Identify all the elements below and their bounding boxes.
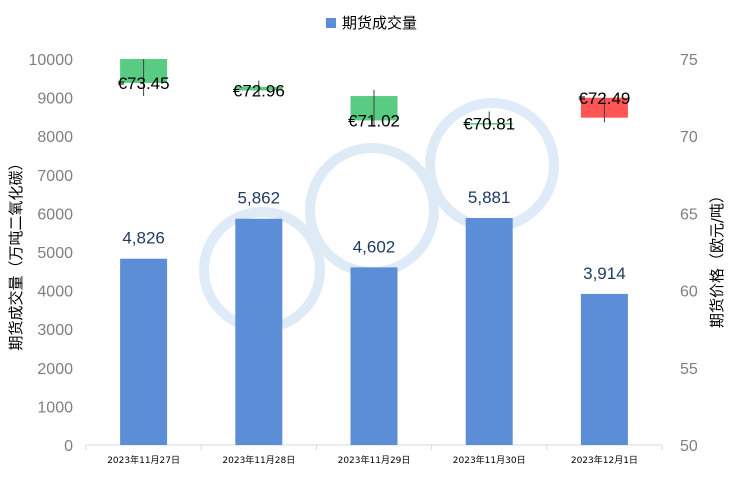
y-right-tick-label: 75 (680, 52, 698, 69)
y-left-tick-label: 2000 (37, 361, 73, 378)
volume-bar (465, 217, 513, 445)
y-left-tick-label: 0 (64, 438, 73, 455)
y-right-axis-title: 期货价格（欧元/吨） (708, 188, 726, 328)
x-category-label: 2023年11月29日 (338, 454, 411, 466)
y-left-tick-label: 3000 (37, 322, 73, 339)
x-category-label: 2023年11月30日 (453, 454, 526, 466)
volume-bar (580, 293, 628, 445)
y-left-tick-label: 6000 (37, 206, 73, 223)
legend-label: 期货成交量 (342, 14, 417, 32)
y-left-axis-title: 期货成交量（万吨二氧化碳） (7, 155, 25, 350)
y-left-tick-label: 7000 (37, 168, 73, 185)
axes: 0 1000 2000 3000 4000 5000 6000 7000 8000 9000 100… (29, 52, 698, 466)
x-category-label: 2023年11月28日 (222, 454, 295, 466)
y-left-tick-label: 10000 (29, 52, 74, 69)
volume-bar (120, 258, 168, 445)
y-left-tick-label: 1000 (37, 399, 73, 416)
price-data-label: €73.45 (118, 74, 170, 93)
y-right-tick-label: 70 (680, 129, 698, 146)
volume-data-label: 4,826 (122, 229, 165, 248)
y-right-tick-label: 65 (680, 206, 698, 223)
volume-data-label: 3,914 (583, 264, 626, 283)
price-data-label: €71.02 (348, 111, 400, 130)
x-category-label: 2023年12月1日 (571, 454, 638, 466)
volume-data-label: 5,881 (468, 188, 511, 207)
data-labels: 4,826 5,862 4,602 5,881 3,914 €73.45 €72.96 €71… (118, 74, 631, 283)
price-data-label: €72.96 (233, 81, 285, 100)
y-left-tick-label: 9000 (37, 91, 73, 108)
bar-series (120, 217, 628, 445)
legend: 期货成交量 (326, 14, 417, 32)
volume-bar (350, 267, 398, 445)
volume-data-label: 4,602 (353, 237, 396, 256)
y-right-tick-label: 50 (680, 438, 698, 455)
price-data-label: €72.49 (578, 89, 630, 108)
y-right-tick-label: 55 (680, 361, 698, 378)
x-category-label: 2023年11月27日 (107, 454, 180, 466)
y-left-tick-label: 4000 (37, 284, 73, 301)
y-left-tick-label: 5000 (37, 245, 73, 262)
volume-bar (235, 218, 283, 445)
price-candles (120, 59, 628, 127)
y-right-tick-label: 60 (680, 284, 698, 301)
y-left-tick-label: 8000 (37, 129, 73, 146)
price-data-label: €70.81 (463, 115, 515, 134)
legend-swatch (326, 18, 336, 28)
volume-data-label: 5,862 (238, 189, 281, 208)
